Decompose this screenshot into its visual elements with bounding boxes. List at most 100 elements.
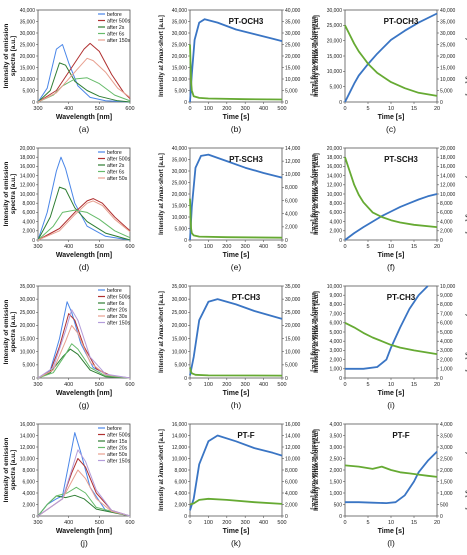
y-tick-label: 2,000 [174, 502, 187, 508]
legend-entry: after 2s [107, 25, 125, 31]
x-tick-label: 500 [277, 382, 286, 388]
x-axis-label: Time [s] [223, 252, 250, 259]
y2-tick-label: 9,000 [440, 293, 453, 299]
x-tick-label: 20 [434, 520, 440, 526]
panel-j: 0 2,000 4,000 6,000 8,000 10,000 12,000 14,000 1… [3, 422, 135, 548]
y-tick-label: 6,000 [329, 210, 342, 216]
legend-entry: before [107, 12, 122, 18]
legend-entry: after 50s [107, 176, 128, 182]
y2-axis-label: Intensity at λmax-long [a.u.] [465, 430, 467, 509]
y2-tick-label: 25,000 [285, 42, 301, 48]
y-tick-label: 25,000 [172, 180, 188, 186]
y-tick-label: 20,000 [327, 146, 343, 152]
panel-k: 0 2,000 4,000 6,000 8,000 10,000 12,000 14,000 1… [159, 422, 316, 548]
x-tick-label: 500 [277, 244, 286, 250]
x-tick-label: 0 [188, 382, 191, 388]
y-axis-label-line-2: spectra [a.u.] [10, 36, 17, 76]
y2-tick-label: 500 [440, 502, 449, 508]
y-tick-label: 15,000 [327, 54, 343, 60]
y-tick-label: 15,000 [172, 336, 188, 342]
x-tick-label: 500 [95, 520, 104, 526]
y-tick-label: 0 [184, 514, 187, 520]
y2-tick-label: 20,000 [440, 146, 456, 152]
x-tick-label: 500 [277, 106, 286, 112]
y2-tick-label: 6,000 [440, 210, 453, 216]
y-tick-label: 12,000 [172, 445, 188, 451]
y-tick-label: 20,000 [327, 38, 343, 44]
y-tick-label: 16,000 [20, 422, 36, 428]
series-line-after-50s [37, 200, 131, 241]
chart-title: PT-SCH3 [229, 155, 263, 164]
legend-entry: after 20s [107, 446, 128, 452]
y-tick-label: 12,000 [327, 183, 343, 189]
y-tick-label: 20,000 [172, 192, 188, 198]
x-tick-label: 600 [125, 520, 134, 526]
series-line-short [189, 367, 283, 377]
y-tick-label: 4,000 [329, 339, 342, 345]
y2-tick-label: 5,000 [440, 330, 453, 336]
series-line-short [344, 321, 438, 355]
y-tick-label: 10,000 [20, 350, 36, 356]
y-tick-label: 1,500 [329, 479, 342, 485]
y2-tick-label: 10,000 [285, 456, 301, 462]
x-tick-label: 300 [241, 382, 250, 388]
y-tick-label: 10,000 [172, 77, 188, 83]
y-tick-label: 0 [339, 514, 342, 520]
y-tick-label: 15,000 [172, 203, 188, 209]
x-tick-label: 300 [33, 244, 42, 250]
legend-entry: after 20s [107, 308, 128, 314]
y-tick-label: 35,000 [172, 19, 188, 25]
x-tick-label: 10 [388, 244, 394, 250]
series-line-after-150s [37, 57, 131, 103]
y-tick-label: 14,000 [20, 433, 36, 439]
x-tick-label: 20 [434, 106, 440, 112]
y2-tick-label: 25,000 [440, 42, 456, 48]
y-axis-label: Intensity at λmax-short [a.u.] [314, 291, 320, 373]
panel-label: (l) [387, 538, 395, 548]
panel-label: (a) [79, 124, 90, 134]
y-tick-label: 6,000 [22, 479, 35, 485]
y-tick-label: 25,000 [172, 42, 188, 48]
y2-tick-label: 16,000 [285, 422, 301, 428]
y-tick-label: 0 [339, 100, 342, 106]
y-tick-label: 12,000 [20, 183, 36, 189]
y-tick-label: 30,000 [20, 31, 36, 37]
x-tick-label: 200 [222, 382, 231, 388]
series-line-short [189, 198, 283, 239]
y2-tick-label: 5,000 [285, 88, 298, 94]
y-axis-label: Intensity of emissionspectra [a.u.] [3, 300, 17, 365]
y2-tick-label: 20,000 [285, 54, 301, 60]
y-tick-label: 3,500 [329, 433, 342, 439]
y-tick-label: 5,000 [329, 84, 342, 90]
y-tick-label: 10,000 [20, 192, 36, 198]
y-tick-label: 16,000 [172, 422, 188, 428]
y-tick-label: 16,000 [20, 164, 36, 170]
y2-tick-label: 8,000 [285, 185, 298, 191]
panel-d: 0 2,000 4,000 6,000 8,000 10,000 12,000 14,000 1… [3, 146, 135, 272]
plot-frame [37, 285, 131, 379]
y-tick-label: 5,000 [174, 363, 187, 369]
y-tick-label: 25,000 [20, 310, 36, 316]
y2-axis-label: Intensity at λmax-long [a.u.] [310, 16, 316, 95]
series-line-after-6s [37, 209, 131, 241]
series-line-after-150s [37, 309, 131, 379]
y-tick-label: 40,000 [20, 8, 36, 14]
y-tick-label: 6,000 [329, 321, 342, 327]
y-axis-label-line-1: Intensity of emission [3, 300, 10, 365]
y-tick-label: 10,000 [20, 456, 36, 462]
chart-title: PT-CH3 [387, 293, 416, 302]
legend-entry: after 150s [107, 321, 130, 327]
x-tick-label: 300 [33, 106, 42, 112]
y-tick-label: 8,000 [22, 201, 35, 207]
y-tick-label: 2,000 [329, 468, 342, 474]
panel-label: (j) [80, 538, 88, 548]
y-axis-label-line-1: Intensity of emission [3, 438, 10, 503]
y-tick-label: 10,000 [327, 284, 343, 290]
series-line-after-500s [37, 198, 131, 241]
x-tick-label: 0 [188, 520, 191, 526]
x-tick-label: 10 [388, 520, 394, 526]
x-tick-label: 300 [33, 520, 42, 526]
y-tick-label: 20,000 [20, 323, 36, 329]
legend-entry: after 6s [107, 32, 125, 38]
